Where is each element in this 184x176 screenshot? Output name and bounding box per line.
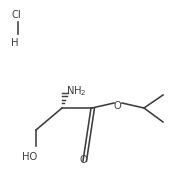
Text: HO: HO: [22, 152, 37, 162]
Text: O: O: [80, 155, 88, 165]
Text: Cl: Cl: [11, 10, 21, 20]
Text: NH$_2$: NH$_2$: [66, 84, 86, 98]
Text: H: H: [11, 38, 19, 48]
Text: O: O: [114, 101, 122, 111]
